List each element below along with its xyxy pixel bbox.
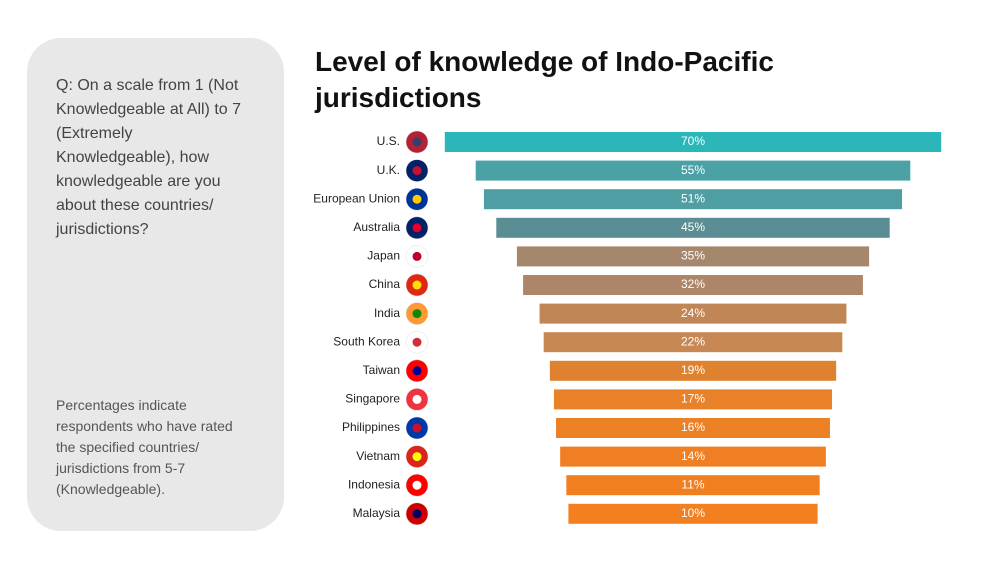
flag-emblem bbox=[412, 194, 422, 204]
category-label: U.K. bbox=[377, 163, 400, 177]
flag-emblem bbox=[412, 480, 422, 490]
bar bbox=[543, 332, 843, 353]
bar bbox=[475, 160, 911, 181]
value-label: 45% bbox=[681, 220, 705, 234]
flag-emblem bbox=[412, 223, 422, 233]
flag-emblem bbox=[412, 394, 422, 404]
value-label: 24% bbox=[681, 306, 705, 320]
flag-emblem bbox=[412, 137, 422, 147]
flag-emblem bbox=[412, 166, 422, 176]
flag-emblem bbox=[412, 509, 422, 519]
bar bbox=[553, 389, 833, 410]
flag-emblem bbox=[412, 423, 422, 433]
bar bbox=[496, 217, 890, 238]
bar bbox=[566, 475, 820, 496]
value-label: 32% bbox=[681, 277, 705, 291]
flag-emblem bbox=[412, 337, 422, 347]
bar bbox=[516, 246, 870, 267]
flag-emblem bbox=[412, 452, 422, 462]
category-label: Australia bbox=[353, 220, 400, 234]
bar bbox=[556, 418, 830, 438]
flag-emblem bbox=[412, 251, 422, 261]
category-label: Indonesia bbox=[348, 477, 400, 491]
value-label: 51% bbox=[681, 191, 705, 205]
bar bbox=[568, 503, 818, 524]
value-label: 35% bbox=[681, 249, 705, 263]
value-label: 70% bbox=[681, 134, 705, 148]
flag-emblem bbox=[412, 280, 422, 290]
value-label: 22% bbox=[681, 334, 705, 348]
value-label: 17% bbox=[681, 392, 705, 406]
bar bbox=[444, 132, 942, 152]
note: Percentages indicate respondents who hav… bbox=[56, 397, 233, 497]
bar bbox=[523, 275, 863, 295]
chart-title: Level of knowledge of Indo-Pacific juris… bbox=[315, 46, 774, 113]
value-label: 55% bbox=[681, 163, 705, 177]
bar bbox=[549, 360, 837, 381]
category-label: European Union bbox=[313, 191, 400, 205]
bar bbox=[539, 303, 847, 324]
question-panel bbox=[27, 38, 284, 531]
category-label: Malaysia bbox=[353, 506, 401, 520]
category-label: U.S. bbox=[377, 134, 400, 148]
bar bbox=[560, 446, 826, 467]
category-label: Philippines bbox=[342, 420, 400, 434]
category-label: India bbox=[374, 306, 400, 320]
category-label: Vietnam bbox=[356, 449, 400, 463]
value-label: 11% bbox=[681, 477, 704, 491]
value-label: 10% bbox=[681, 506, 705, 520]
category-label: Taiwan bbox=[363, 363, 400, 377]
flag-emblem bbox=[412, 309, 422, 319]
value-label: 19% bbox=[681, 363, 705, 377]
bar bbox=[483, 189, 903, 210]
value-label: 16% bbox=[681, 420, 705, 434]
category-label: South Korea bbox=[333, 334, 400, 348]
question: Q: On a scale from 1 (Not Knowledgeable … bbox=[56, 77, 242, 238]
category-label: China bbox=[369, 277, 401, 291]
category-label: Singapore bbox=[345, 392, 400, 406]
flag-emblem bbox=[412, 366, 422, 376]
value-label: 14% bbox=[681, 449, 705, 463]
category-label: Japan bbox=[367, 249, 400, 263]
